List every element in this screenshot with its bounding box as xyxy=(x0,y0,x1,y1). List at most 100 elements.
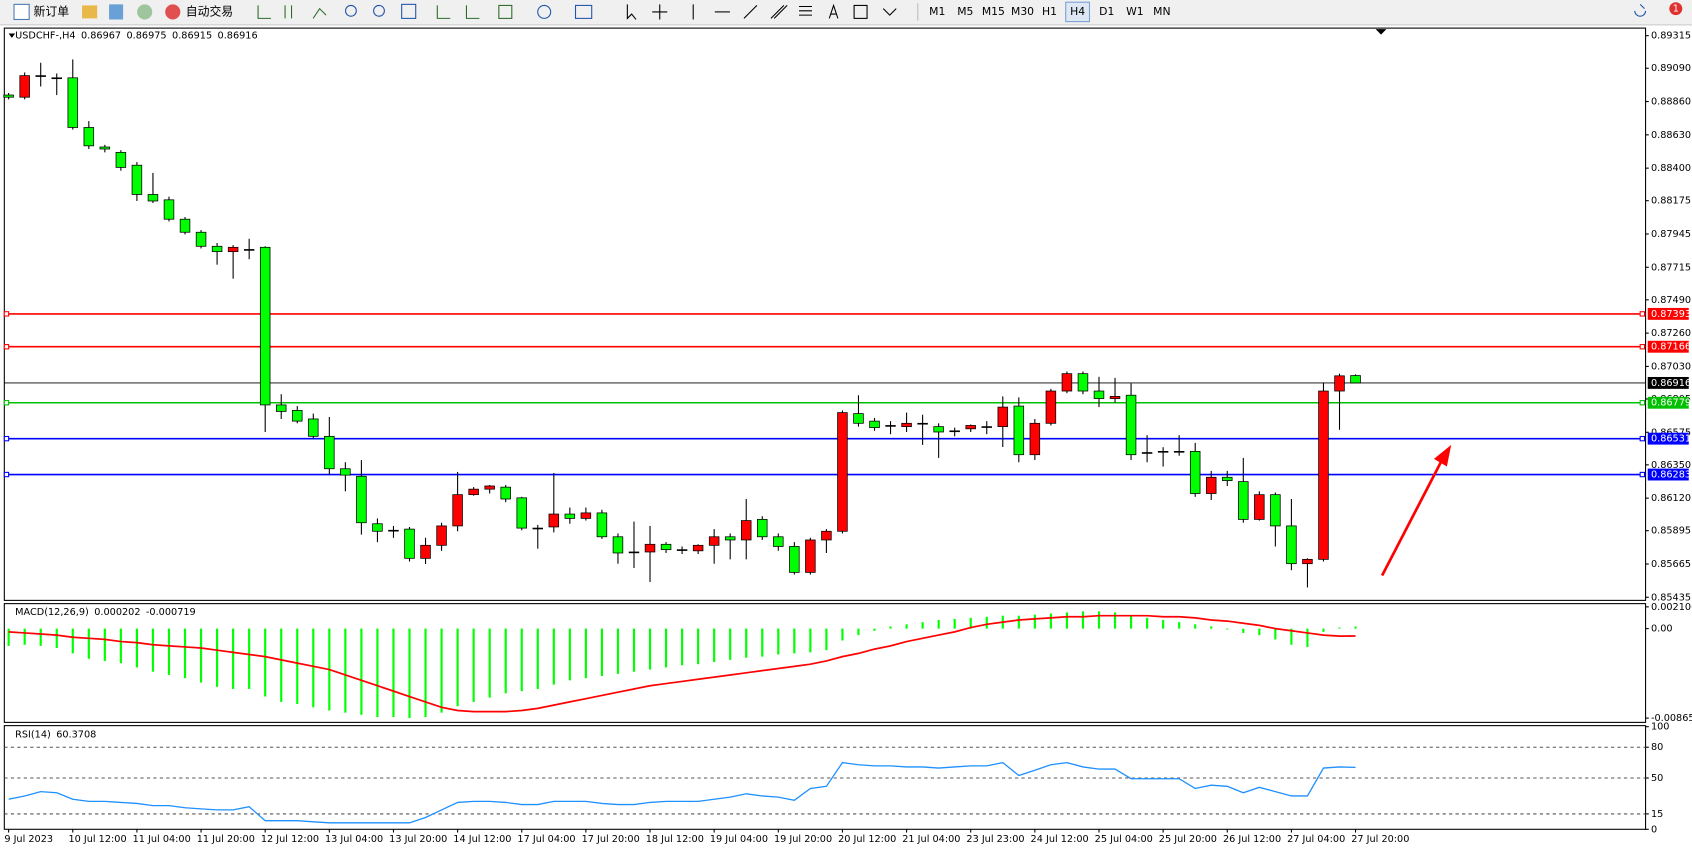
toolbar-icon[interactable] xyxy=(312,7,327,19)
trendline-icon[interactable] xyxy=(743,5,758,19)
macd-bar xyxy=(1178,622,1181,629)
candle-body xyxy=(99,146,111,150)
macd-bar xyxy=(552,628,555,685)
macd-bar xyxy=(183,628,187,679)
cursor-icon[interactable] xyxy=(626,4,637,20)
pane-header: USDCHF-,H4 xyxy=(15,31,75,42)
search-icon[interactable] xyxy=(1634,3,1647,17)
timeframe-active-bg xyxy=(1065,1,1091,23)
crosshair-icon[interactable] xyxy=(652,4,668,20)
y-tick-label: 0.89315 xyxy=(1651,31,1691,42)
new-order-button[interactable]: 新订单 xyxy=(33,4,69,18)
candle-body xyxy=(1045,390,1057,424)
macd-bar xyxy=(729,628,732,660)
macd-bar xyxy=(1306,628,1309,647)
macd-bar xyxy=(857,628,860,636)
macd-bar xyxy=(889,626,892,629)
x-tick-label: 13 Jul 20:00 xyxy=(389,834,447,845)
candle-body xyxy=(211,245,223,253)
macd-bar xyxy=(985,616,988,629)
toolbar-icon[interactable] xyxy=(537,4,552,19)
fibo-icon[interactable] xyxy=(799,5,812,16)
macd-bar xyxy=(1017,615,1020,629)
macd-bar xyxy=(248,628,251,689)
candle-body xyxy=(853,413,864,424)
candle-body xyxy=(468,488,479,496)
pane-header: -0.000719 xyxy=(146,607,196,618)
candle-body xyxy=(644,543,656,553)
y-tick-label: 0.87490 xyxy=(1651,295,1691,306)
toolbar-icon[interactable] xyxy=(257,5,272,19)
macd-bar xyxy=(632,628,636,672)
macd-bar xyxy=(39,628,42,646)
macd-bar xyxy=(1242,628,1245,633)
candle-body xyxy=(1238,481,1249,520)
macd-bar xyxy=(841,628,844,641)
macd-bar xyxy=(536,628,539,689)
toolbar-icon[interactable] xyxy=(498,4,513,19)
macd-bar xyxy=(23,628,26,645)
price-label-bg xyxy=(1647,432,1689,445)
macd-bar xyxy=(264,628,267,697)
notification-badge[interactable] xyxy=(1669,2,1683,16)
line-handle xyxy=(3,471,10,478)
timeframe-button[interactable]: H4 xyxy=(1070,5,1085,18)
macd-bar xyxy=(344,628,347,713)
arrow-icon[interactable] xyxy=(882,8,897,16)
macd-bar xyxy=(664,628,668,668)
y-tick-label: 0.88175 xyxy=(1651,196,1691,207)
macd-bar xyxy=(568,628,571,681)
candle-body xyxy=(1029,422,1041,456)
zoom-in-icon[interactable] xyxy=(344,4,357,17)
price-label: 0.87166 xyxy=(1651,342,1691,353)
timeframe-button[interactable]: M15 xyxy=(982,5,1005,18)
candle-body xyxy=(981,426,992,428)
candle-body xyxy=(869,420,880,429)
y-tick-label: 0.85665 xyxy=(1651,559,1691,570)
auto-trading-icon[interactable] xyxy=(165,4,181,20)
zoom-out-icon[interactable] xyxy=(373,4,385,17)
timeframe-button[interactable]: M5 xyxy=(957,5,973,18)
timeframe-button[interactable]: MN xyxy=(1153,5,1170,18)
annotation-arrow xyxy=(1380,444,1452,577)
channel-icon[interactable] xyxy=(770,5,788,19)
candle-body xyxy=(1141,452,1153,454)
candle-body xyxy=(131,164,143,195)
candle-body xyxy=(388,529,399,532)
macd-bar xyxy=(777,628,780,655)
new-order-icon[interactable] xyxy=(13,3,30,21)
toolbar-icon[interactable] xyxy=(436,5,451,19)
candle-body xyxy=(372,523,383,532)
timeframe-button[interactable]: M30 xyxy=(1011,5,1034,18)
toolbar-icon[interactable] xyxy=(465,5,480,19)
toolbar-icon[interactable] xyxy=(574,4,593,19)
x-tick-label: 10 Jul 12:00 xyxy=(68,834,126,845)
toolbar-icon[interactable] xyxy=(109,4,124,20)
text-icon[interactable] xyxy=(828,3,839,19)
timeframe-button[interactable]: W1 xyxy=(1126,5,1144,18)
candle-body xyxy=(1093,390,1105,399)
macd-bar xyxy=(1322,628,1325,632)
toolbar-icon[interactable] xyxy=(401,3,417,19)
notification-count: 1 xyxy=(1673,4,1679,15)
macd-bar xyxy=(296,628,299,705)
macd-bar xyxy=(488,628,491,698)
timeframe-button[interactable]: M1 xyxy=(929,5,945,18)
macd-bar xyxy=(1338,627,1341,629)
timeframe-button[interactable]: D1 xyxy=(1099,5,1114,18)
plot-layer: 0.89315 0.89090 0.88860 0.88630 0.88400 0.881… xyxy=(3,31,1692,845)
candle-body xyxy=(163,199,175,220)
label-icon[interactable] xyxy=(853,4,868,19)
signal-line xyxy=(8,614,1356,713)
candle-body xyxy=(917,422,928,425)
toolbar-icon[interactable] xyxy=(137,4,153,20)
toolbar-icon[interactable] xyxy=(284,5,293,19)
symbol-menu-arrow xyxy=(8,33,16,38)
toolbar-icon[interactable] xyxy=(82,5,98,19)
macd-bar xyxy=(408,628,411,719)
auto-trading-button[interactable]: 自动交易 xyxy=(186,4,233,18)
candle-body xyxy=(548,513,560,528)
timeframe-button[interactable]: H1 xyxy=(1042,5,1057,18)
macd-bar xyxy=(360,628,363,715)
